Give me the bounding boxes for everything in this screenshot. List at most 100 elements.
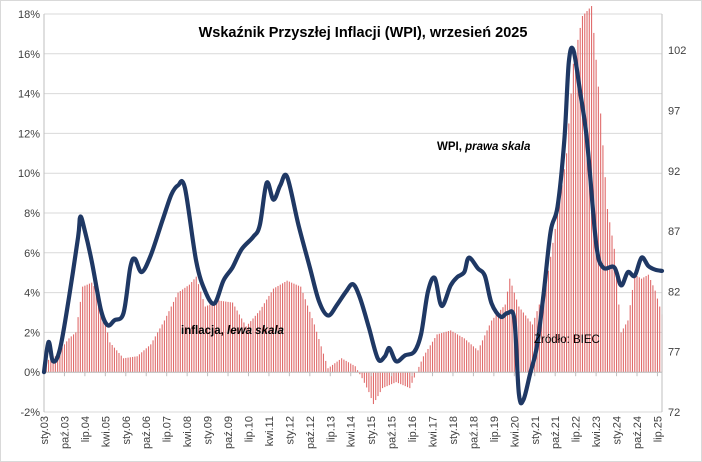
inflation-bar [422, 356, 424, 373]
inflation-bar [309, 311, 311, 373]
x-tick-label: sty.06 [121, 416, 133, 445]
inflation-bar [581, 15, 584, 373]
inflation-bar [102, 312, 104, 373]
inflation-bar [234, 306, 236, 373]
inflation-bar [488, 325, 490, 373]
inflation-bar [95, 289, 97, 373]
inflation-bar [216, 301, 218, 373]
inflation-bar [70, 336, 72, 373]
inflation-bar [152, 340, 154, 373]
inflation-bar [295, 284, 297, 373]
inflation-bar [220, 300, 222, 373]
inflation-bar [204, 306, 206, 373]
inflation-bar [245, 326, 247, 373]
inflation-annotation: inflacja, lewa skala [181, 325, 285, 337]
inflation-bar [275, 287, 277, 373]
inflation-bar [47, 359, 50, 373]
inflation-bar [313, 324, 315, 373]
inflation-bar [284, 281, 286, 373]
inflation-bar [243, 322, 245, 373]
inflation-bar [627, 320, 629, 373]
inflation-bar [170, 306, 172, 373]
inflation-bar [620, 332, 622, 373]
right-tick-label: 82 [668, 286, 680, 298]
inflation-bar [329, 366, 331, 373]
inflation-bar [479, 345, 481, 373]
inflation-bar [163, 320, 165, 373]
inflation-bar [450, 330, 452, 373]
inflation-bar [570, 93, 572, 373]
inflation-bar [300, 286, 302, 373]
inflation-bar [456, 334, 459, 373]
inflation-bar [272, 288, 275, 373]
inflation-bar [338, 359, 340, 373]
x-tick-label: sty.18 [448, 416, 460, 445]
inflation-bar [184, 287, 186, 373]
inflation-bar [391, 372, 393, 385]
inflation-bar [502, 307, 504, 373]
inflation-bar [511, 285, 513, 373]
inflation-bar [179, 291, 181, 373]
inflation-bar [556, 214, 559, 373]
inflation-bar [568, 123, 570, 373]
inflation-bar [143, 350, 145, 373]
inflation-bar [602, 145, 604, 373]
inflation-bar [595, 59, 597, 373]
inflation-bar [193, 279, 195, 373]
inflation-bar [522, 312, 524, 373]
inflation-bar [504, 304, 506, 373]
x-tick-label: paź.09 [223, 416, 235, 449]
x-tick-label: lip.04 [80, 416, 92, 442]
inflation-bar [197, 284, 200, 373]
inflation-bar [261, 306, 263, 373]
inflation-bar [379, 372, 381, 393]
inflation-bar [475, 348, 477, 373]
inflation-bar [618, 304, 620, 373]
inflation-bar [116, 350, 118, 373]
inflation-bar [577, 39, 579, 373]
inflation-bar [195, 276, 197, 373]
inflation-bar [629, 305, 631, 373]
x-tick-label: sty.24 [612, 416, 624, 445]
left-tick-label: 18% [18, 9, 40, 21]
inflation-annotation-suffix: lewa skala [227, 325, 285, 337]
inflation-bar [172, 301, 175, 373]
inflation-bar [86, 284, 88, 373]
inflation-bar [211, 303, 213, 373]
inflation-bar [434, 338, 436, 373]
inflation-bar [120, 355, 122, 373]
wpi-annotation-suffix: prawa skala [464, 141, 531, 153]
x-tick-label: paź.24 [632, 416, 644, 449]
inflation-bar [402, 372, 404, 386]
inflation-bar [409, 372, 411, 389]
inflation-bar [520, 309, 522, 373]
inflation-bar [572, 63, 574, 373]
inflation-bar [343, 359, 345, 373]
inflation-bar [352, 364, 354, 373]
inflation-bar [404, 372, 406, 387]
x-tick-label: kwi.17 [428, 416, 440, 447]
inflation-bar [134, 356, 136, 373]
inflation-bar [547, 270, 549, 373]
inflation-bar [154, 336, 156, 373]
left-tick-label: 2% [24, 327, 40, 339]
left-tick-label: 16% [18, 49, 40, 61]
inflation-bar [100, 302, 102, 373]
right-tick-label: 72 [668, 407, 680, 419]
inflation-bar [491, 320, 493, 373]
inflation-bar [288, 281, 290, 373]
inflation-bar [406, 372, 409, 388]
x-tick-label: kwi.08 [182, 416, 194, 447]
inflation-bar [202, 299, 204, 373]
right-tick-label: 97 [668, 105, 680, 117]
inflation-bar [525, 315, 527, 373]
inflation-bar [486, 330, 488, 373]
inflation-bar [368, 372, 370, 393]
inflation-bar [302, 292, 304, 373]
inflation-bar [132, 356, 134, 373]
x-tick-label: paź.06 [141, 416, 153, 449]
inflation-bar [554, 228, 556, 373]
inflation-bar [495, 315, 497, 373]
inflation-bar [327, 368, 329, 373]
